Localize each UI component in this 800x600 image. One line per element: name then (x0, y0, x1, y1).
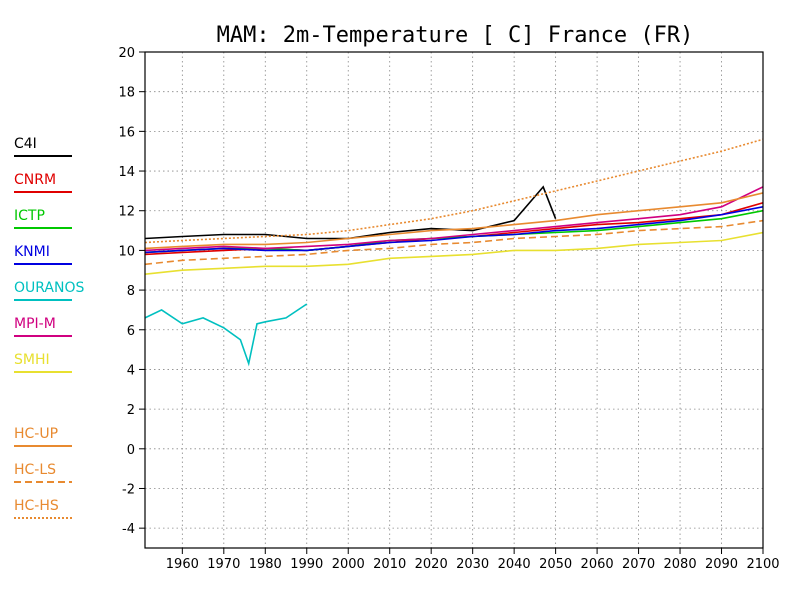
x-tick-label: 2000 (332, 557, 365, 572)
y-tick-label: 2 (127, 403, 135, 418)
legend-label-ictp: ICTP (14, 208, 45, 224)
x-tick-label: 2100 (746, 557, 779, 572)
y-tick-label: 20 (118, 46, 135, 61)
x-tick-label: 2080 (664, 557, 697, 572)
x-tick-label: 2010 (373, 557, 406, 572)
x-tick-label: 1970 (207, 557, 240, 572)
y-tick-label: 4 (127, 363, 135, 378)
legend-label-hc-up: HC-UP (14, 426, 58, 442)
series-line-ouranos (144, 303, 308, 367)
y-tick-label: -4 (122, 522, 135, 537)
chart-title: MAM: 2m-Temperature [ C] France (FR) (217, 23, 694, 48)
legend-label-smhi: SMHI (14, 352, 50, 368)
legend-label-hc-hs: HC-HS (14, 498, 59, 514)
legend-label-ouranos: OURANOS (14, 280, 84, 296)
series-line-hc-up (144, 192, 764, 250)
x-tick-label: 2090 (705, 557, 738, 572)
y-tick-label: 12 (118, 205, 135, 220)
y-tick-label: 10 (118, 244, 135, 259)
series-line-hc-hs (144, 138, 764, 244)
x-tick-label: 2050 (539, 557, 572, 572)
x-tick-label: 2070 (622, 557, 655, 572)
legend-label-cnrm: CNRM (14, 172, 56, 188)
x-tick-label: 2020 (415, 557, 448, 572)
y-tick-label: 8 (127, 284, 135, 299)
x-tick-label: 1960 (166, 557, 199, 572)
series-line-smhi (144, 231, 764, 275)
y-tick-label: 14 (118, 165, 135, 180)
y-tick-label: 18 (118, 86, 135, 101)
legend-label-c4i: C4I (14, 136, 37, 152)
legend-label-mpi-m: MPI-M (14, 316, 56, 332)
plot-frame (144, 51, 764, 549)
y-tick-label: 6 (127, 324, 135, 339)
series-line-hc-ls (144, 219, 764, 266)
series-line-c4i (144, 185, 557, 240)
legend-label-hc-ls: HC-LS (14, 462, 56, 478)
y-tick-label: 0 (127, 443, 135, 458)
x-tick-label: 2040 (498, 557, 531, 572)
series-line-knmi (144, 206, 764, 254)
legend-label-knmi: KNMI (14, 244, 50, 260)
series-line-mpi-m (144, 186, 764, 252)
x-tick-label: 1980 (249, 557, 282, 572)
x-tick-label: 2060 (581, 557, 614, 572)
y-tick-label: -2 (122, 482, 135, 497)
x-tick-label: 1990 (290, 557, 323, 572)
x-tick-label: 2030 (456, 557, 489, 572)
y-tick-label: 16 (118, 125, 135, 140)
series-line-ictp (144, 209, 764, 254)
